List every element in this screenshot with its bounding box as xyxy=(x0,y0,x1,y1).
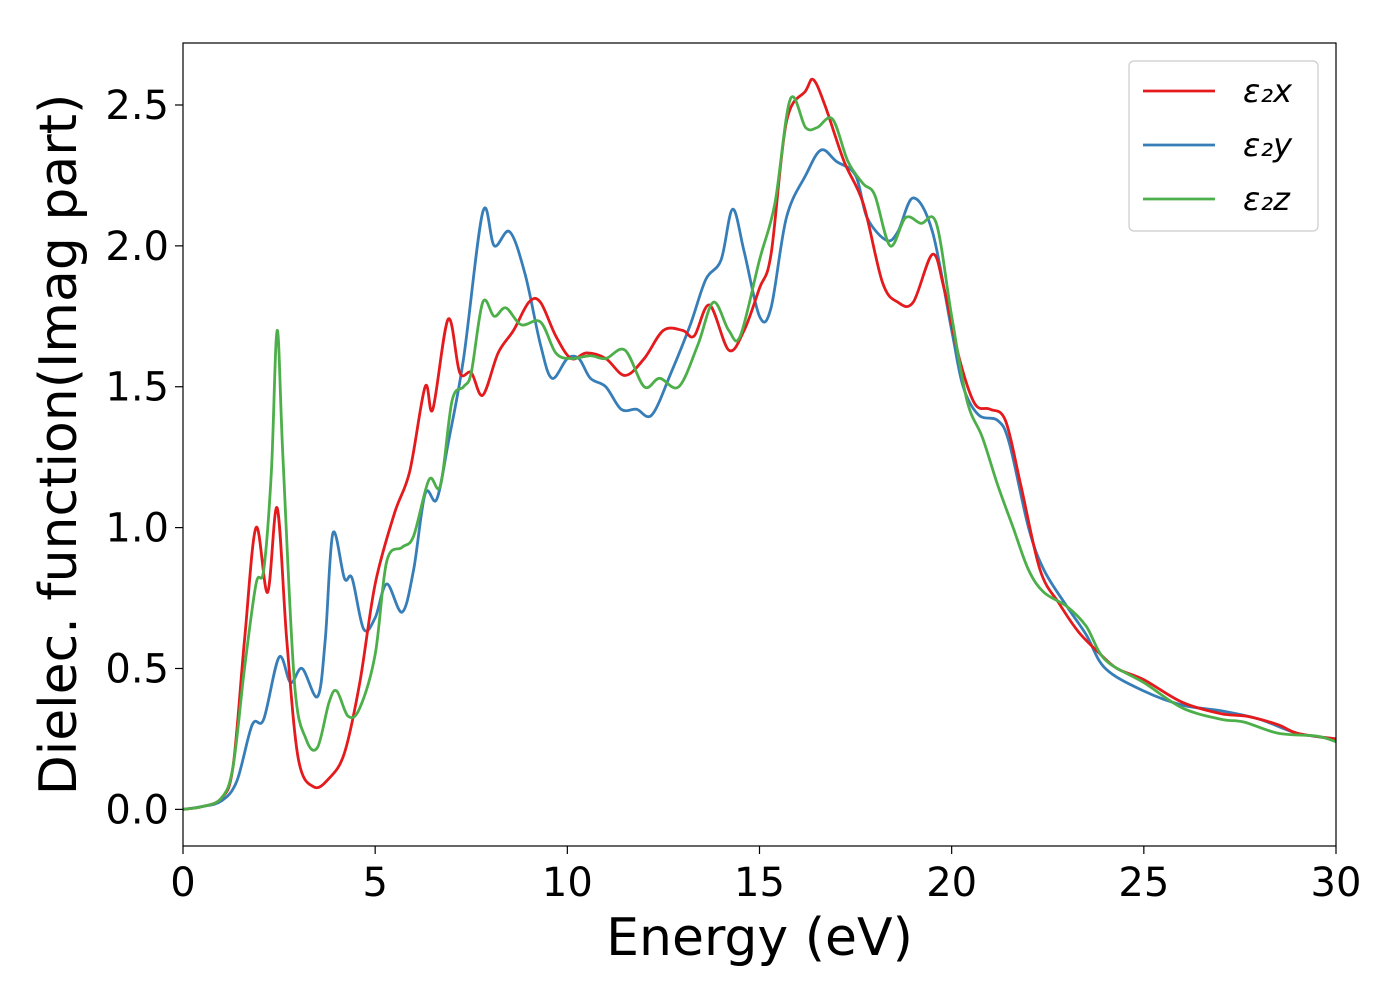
y-tick-label: 1.5 xyxy=(105,365,169,411)
series-line-2 xyxy=(183,148,1336,811)
x-tick-label: 15 xyxy=(734,860,785,906)
y-tick-label: 1.0 xyxy=(105,506,169,552)
series-line-1 xyxy=(183,77,1336,811)
x-tick-label: 0 xyxy=(170,860,195,906)
x-axis-ticks: 0 5 10 15 20 25 30 xyxy=(170,846,1361,906)
legend: ε₂x ε₂y ε₂z xyxy=(1128,60,1319,232)
y-axis-ticks: 0.0 0.5 1.0 1.5 2.0 2.5 xyxy=(105,83,183,833)
x-tick-label: 25 xyxy=(1118,860,1169,906)
y-tick-label: 2.5 xyxy=(105,83,169,129)
legend-label: ε₂y xyxy=(1243,126,1293,164)
x-tick-label: 20 xyxy=(926,860,977,906)
series-line-3 xyxy=(183,95,1336,811)
x-tick-label: 30 xyxy=(1311,860,1362,906)
legend-label: ε₂z xyxy=(1243,180,1291,218)
legend-box xyxy=(1128,60,1319,232)
y-tick-label: 2.0 xyxy=(105,224,169,270)
y-tick-label: 0.5 xyxy=(105,646,169,692)
y-axis-label: Dielec. function(Imag part) xyxy=(29,94,89,796)
plot-frame xyxy=(182,42,1337,847)
x-axis-label: Energy (eV) xyxy=(606,908,913,968)
x-tick-label: 5 xyxy=(362,860,387,906)
legend-label: ε₂x xyxy=(1243,72,1293,110)
series-layer xyxy=(183,77,1336,811)
x-tick-label: 10 xyxy=(542,860,593,906)
y-tick-label: 0.0 xyxy=(105,787,169,833)
